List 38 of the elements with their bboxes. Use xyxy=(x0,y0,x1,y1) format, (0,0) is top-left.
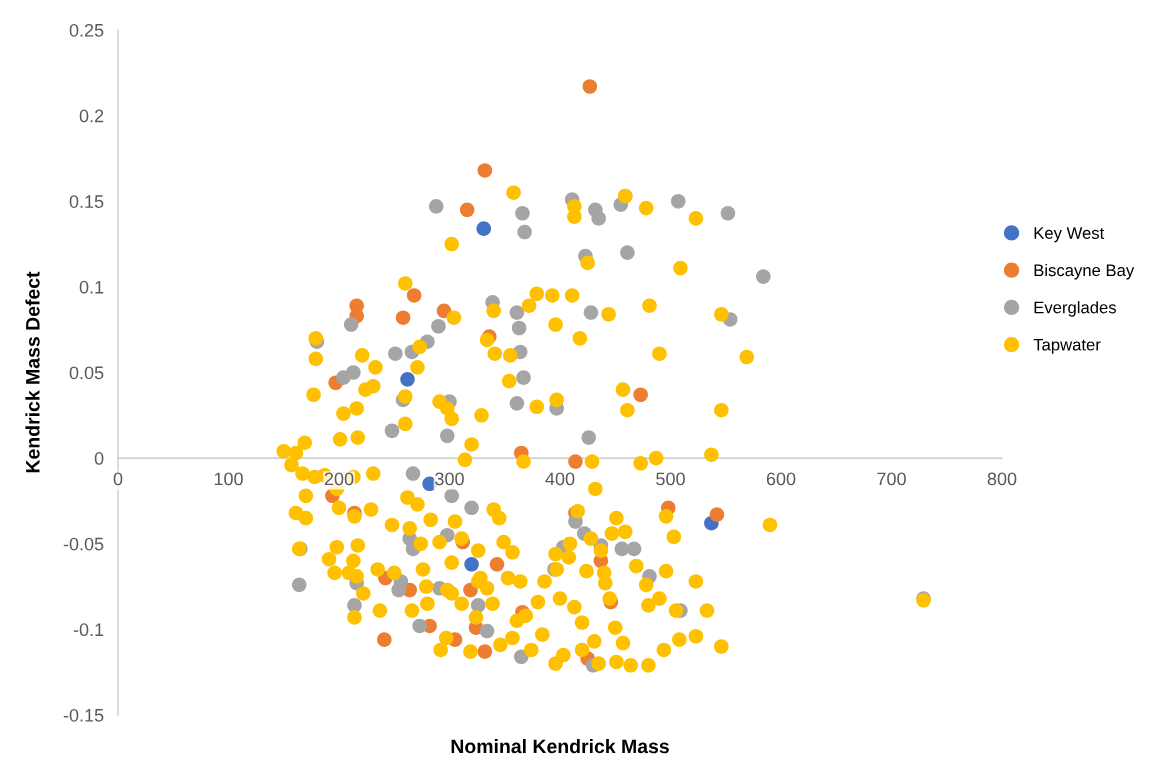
y-axis-title: Kendrick Mass Defect xyxy=(25,271,40,473)
legend-label: Key West xyxy=(1034,227,1105,243)
x-tick-label: 600 xyxy=(766,472,796,486)
point xyxy=(400,372,415,387)
point xyxy=(377,632,392,647)
y-tick-label: -0.05 xyxy=(63,537,104,551)
point xyxy=(459,202,475,218)
legend-label: Biscayne Bay xyxy=(1034,263,1135,280)
x-axis-title: Nominal Kendrick Mass xyxy=(451,738,669,754)
y-tick-label: 0.1 xyxy=(79,280,104,294)
x-tick-label: 200 xyxy=(324,472,354,486)
point xyxy=(464,557,479,572)
x-tick-label: 100 xyxy=(214,472,243,486)
y-tick-label: 0.15 xyxy=(69,195,104,208)
point xyxy=(406,288,422,303)
y-tick-label: 0.2 xyxy=(79,109,104,123)
point xyxy=(489,557,505,572)
point xyxy=(568,454,583,469)
point xyxy=(395,310,411,325)
x-tick-label: 0 xyxy=(113,472,123,486)
point xyxy=(582,79,598,94)
x-tick-label: 500 xyxy=(656,472,685,486)
x-tick-label: 700 xyxy=(877,472,906,486)
y-tick-label: 0.25 xyxy=(69,23,104,37)
y-tick-label: 0.05 xyxy=(69,366,104,380)
x-tick-label: 300 xyxy=(435,472,464,486)
y-tick-label: -0.15 xyxy=(63,708,104,722)
point xyxy=(477,644,493,659)
point xyxy=(633,387,648,403)
point xyxy=(709,507,725,522)
point xyxy=(476,221,492,236)
x-tick-label: 400 xyxy=(545,472,575,486)
y-tick-label: -0.1 xyxy=(73,623,104,637)
y-tick-label: 0 xyxy=(94,452,104,465)
point xyxy=(477,163,493,178)
x-tick-label: 800 xyxy=(987,472,1017,486)
legend-label: Tapwater xyxy=(1033,338,1101,354)
legend-label: Everglades xyxy=(1034,301,1117,317)
